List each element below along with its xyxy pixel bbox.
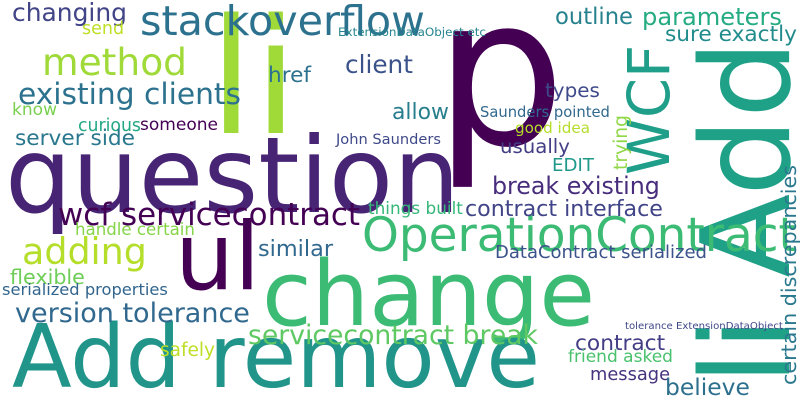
cloud-word: stackoverflow	[140, 0, 425, 45]
cloud-word: OperationContract	[362, 207, 797, 263]
cloud-word: Add remove	[12, 305, 541, 400]
cloud-word: server side	[15, 126, 135, 151]
cloud-word: p	[434, 0, 566, 193]
cloud-word: someone	[140, 114, 218, 135]
cloud-word: method	[42, 40, 187, 84]
cloud-word: ExtensionDataObject etc	[338, 25, 486, 39]
cloud-word: DataContract serialized	[495, 241, 707, 263]
cloud-word: trying	[610, 115, 632, 170]
cloud-word: outline	[555, 3, 633, 30]
cloud-word: parameters	[642, 3, 782, 31]
cloud-word: change	[262, 242, 595, 347]
cloud-word: allow	[392, 100, 449, 125]
cloud-word: handle certain	[75, 219, 195, 239]
cloud-word: certain discrepancies	[776, 164, 800, 385]
cloud-word: tolerance ExtensionDataObject	[625, 321, 783, 332]
cloud-word: wcf servicecontract	[58, 196, 361, 233]
cloud-word: send	[82, 19, 125, 39]
cloud-word: believe	[665, 372, 750, 400]
cloud-word: changing	[12, 0, 127, 27]
cloud-word: version tolerance	[15, 297, 250, 329]
cloud-word: existing clients	[18, 77, 242, 112]
cloud-word: flexible	[10, 264, 85, 289]
cloud-word: message	[590, 364, 671, 385]
cloud-word: curious	[78, 115, 141, 136]
cloud-word: adding	[22, 230, 147, 273]
cloud-word: question	[5, 113, 460, 237]
cloud-word: usually	[500, 135, 570, 158]
cloud-word: client	[345, 49, 413, 79]
cloud-word: contract interface	[465, 196, 663, 222]
cloud-word: EDIT	[552, 155, 594, 176]
cloud-word: sure exactly	[665, 22, 797, 47]
cloud-word: types	[545, 79, 600, 102]
cloud-word: similar	[258, 236, 334, 262]
cloud-word: li	[209, 0, 298, 171]
cloud-word: href	[268, 63, 312, 88]
cloud-word: serialized properties	[2, 280, 168, 299]
cloud-word: know	[12, 99, 58, 120]
cloud-word: servicecontract break	[248, 319, 538, 351]
cloud-word: break existing	[492, 172, 660, 200]
cloud-word: friend asked	[568, 346, 673, 367]
cloud-word: ul	[175, 203, 261, 312]
cloud-word: safely	[160, 339, 216, 361]
cloud-word: John Saunders	[336, 130, 441, 148]
cloud-word: good idea	[515, 118, 590, 137]
cloud-word: contract	[575, 331, 666, 356]
cloud-word: Saunders pointed	[480, 103, 610, 121]
cloud-word: things built	[368, 197, 463, 218]
